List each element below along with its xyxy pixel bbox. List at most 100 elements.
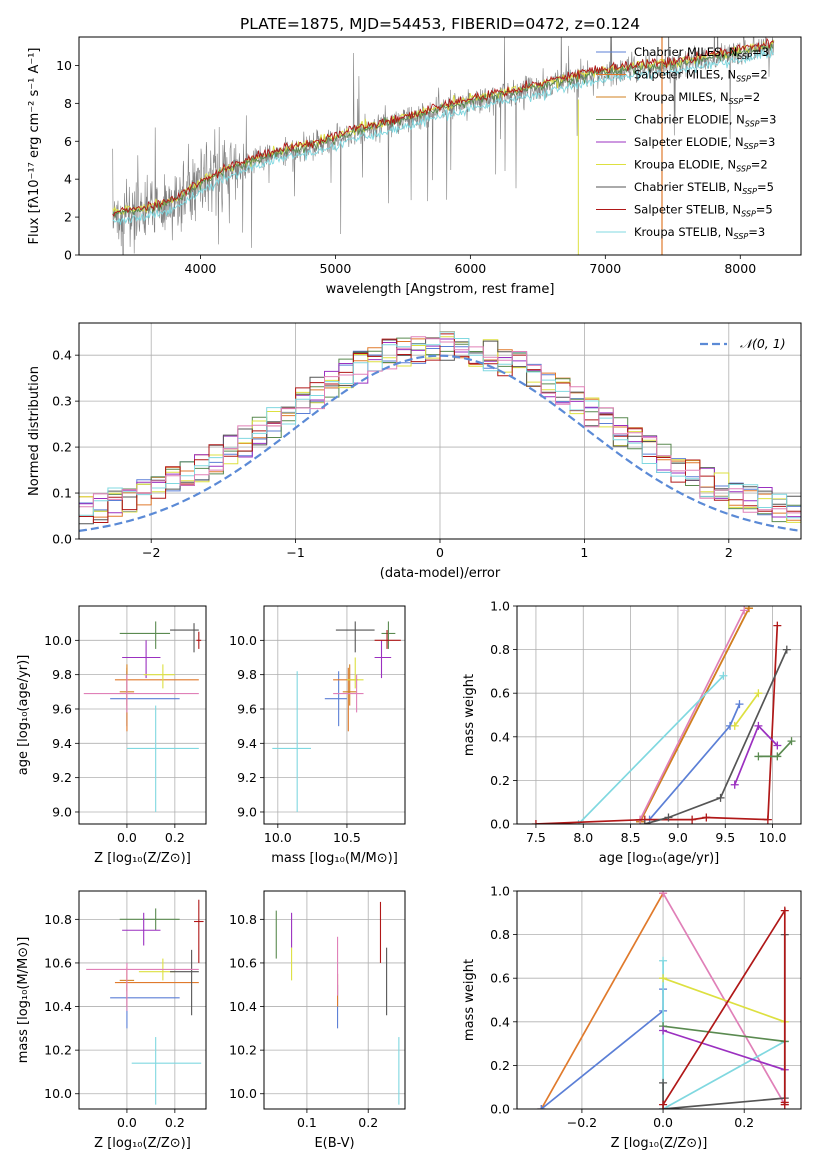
weight-marker — [754, 752, 763, 761]
weight-marker — [730, 780, 739, 789]
panel-spectrum: 4000 5000 6000 7000 8000 0 2 4 6 8 10 wavelength [A… — [27, 36, 802, 297]
residual-histogram — [79, 336, 801, 514]
x-tick-label: 0.0 — [117, 830, 137, 845]
weight-marker — [782, 645, 791, 654]
x-tick-label: 0.2 — [165, 1115, 185, 1130]
panel-mass_vs_EBV: 0.1 0.2 10.0 10.2 10.4 10.6 10.8 E(B-V) — [229, 890, 406, 1151]
y-tick-label: 10.4 — [229, 999, 257, 1014]
residual-histogram — [79, 333, 801, 523]
plot-area — [537, 891, 789, 1109]
panel-mass_vs_Z: 0.0 0.2 10.0 10.2 10.4 10.6 10.8 Z [log₁₀(Z/Z⊙)… — [16, 890, 207, 1151]
x-tick-label: 0.0 — [653, 1115, 673, 1130]
weight-marker — [754, 689, 763, 698]
axes-frame — [516, 605, 802, 825]
model-spectrum — [112, 37, 774, 217]
legend-label: Chabrier MILES, NSSP=3 — [634, 45, 769, 61]
x-axis-label: Z [log₁₀(Z/Z⊙)] — [611, 1136, 708, 1151]
y-tick-label: 0.3 — [52, 394, 72, 409]
x-tick-label: 5000 — [320, 261, 352, 276]
y-tick-label: 10.6 — [44, 955, 72, 970]
y-axis-label: mass weight — [462, 674, 477, 756]
weight-line — [639, 607, 750, 823]
weight-line — [577, 675, 725, 824]
y-tick-label: 2 — [64, 210, 72, 225]
legend-label: Salpeter STELIB, NSSP=5 — [634, 203, 773, 219]
x-tick-label: 1 — [580, 545, 588, 560]
y-tick-label: 0.2 — [490, 773, 510, 788]
y-tick-label: 0 — [64, 248, 72, 263]
y-tick-label: 9.0 — [237, 804, 257, 819]
y-tick-label: 0.4 — [490, 729, 510, 744]
x-tick-label: 7000 — [589, 261, 621, 276]
x-axis-label: E(B-V) — [314, 1136, 354, 1151]
y-tick-label: 10.2 — [44, 1043, 72, 1058]
weight-marker — [730, 721, 739, 730]
x-tick-label: 10.0 — [759, 830, 787, 845]
y-tick-label: 1.0 — [490, 599, 510, 614]
x-tick-label: 0.2 — [734, 1115, 754, 1130]
model-spectrum — [112, 43, 774, 219]
y-tick-label: 0.8 — [490, 642, 510, 657]
weight-line — [535, 625, 779, 824]
weight-marker — [659, 1078, 668, 1087]
weight-line — [662, 1025, 785, 1043]
x-tick-label: 10.0 — [264, 830, 292, 845]
panel-Z_weights: −0.2 0.0 0.2 0.0 0.2 0.4 0.6 0.8 1.0 Z [log₁₀(Z/Z… — [462, 884, 802, 1151]
y-tick-label: 9.8 — [237, 667, 257, 682]
weight-marker — [702, 813, 711, 822]
legend-label: Salpeter MILES, NSSP=2 — [634, 68, 768, 84]
weight-marker — [754, 721, 763, 730]
weight-marker — [787, 737, 796, 746]
y-tick-label: 8 — [64, 96, 72, 111]
axes-frame — [78, 36, 802, 256]
y-tick-label: 9.6 — [52, 701, 72, 716]
plot-area — [83, 621, 202, 812]
y-tick-label: 10.0 — [44, 633, 72, 648]
plot-area — [86, 899, 204, 1105]
y-tick-label: 0.2 — [490, 1058, 510, 1073]
weight-marker — [740, 606, 749, 615]
weight-marker — [780, 1100, 789, 1109]
y-tick-label: 9.4 — [237, 736, 257, 751]
x-tick-label: 9.0 — [668, 830, 688, 845]
weight-marker — [773, 752, 782, 761]
y-tick-label: 10.8 — [44, 912, 72, 927]
x-axis-label: (data-model)/error — [380, 566, 501, 581]
plot-area — [112, 37, 775, 255]
axes-frame — [516, 890, 802, 1110]
x-tick-label: 0 — [436, 545, 444, 560]
weight-marker — [640, 820, 649, 824]
y-tick-label: 10.0 — [229, 1086, 257, 1101]
x-tick-label: 6000 — [454, 261, 486, 276]
weight-line — [648, 703, 741, 821]
weight-marker — [659, 974, 668, 983]
weight-line — [662, 960, 786, 1109]
weight-line — [662, 1029, 786, 1071]
weight-line — [662, 892, 786, 1106]
x-tick-label: 10.5 — [333, 830, 361, 845]
model-spectrum — [112, 47, 774, 225]
weight-marker — [716, 793, 725, 802]
panel-age_vs_Z: 0.0 0.2 9.0 9.2 9.4 9.6 9.8 10.0 Z [log₁₀(Z/Z⊙)]… — [16, 605, 207, 866]
axes-frame — [263, 890, 406, 1110]
panel-residuals: −2 −1 0 1 2 0.0 0.1 0.2 0.3 0.4 (data-model)/error… — [27, 322, 802, 581]
y-tick-label: 10.0 — [44, 1086, 72, 1101]
y-tick-label: 0.1 — [52, 486, 72, 501]
y-tick-label: 6 — [64, 134, 72, 149]
y-tick-label: 0.8 — [490, 927, 510, 942]
plot-area — [79, 331, 801, 532]
x-tick-label: 0.2 — [165, 830, 185, 845]
weight-marker — [659, 956, 668, 965]
y-tick-label: 9.2 — [237, 770, 257, 785]
y-tick-label: 10.4 — [44, 999, 72, 1014]
panel-age_vs_mass: 10.0 10.5 9.0 9.2 9.4 9.6 9.8 10.0 mass [log₁₀(M… — [229, 605, 406, 866]
weight-marker — [773, 621, 782, 630]
legend-label: Salpeter ELODIE, NSSP=3 — [634, 135, 775, 151]
gaussian-curve — [79, 354, 801, 532]
weight-line — [644, 649, 788, 824]
plot-area — [275, 901, 400, 1105]
weight-line — [540, 989, 664, 1109]
figure-title: PLATE=1875, MJD=54453, FIBERID=0472, z=0… — [240, 15, 640, 33]
x-tick-label: 0.0 — [117, 1115, 137, 1130]
